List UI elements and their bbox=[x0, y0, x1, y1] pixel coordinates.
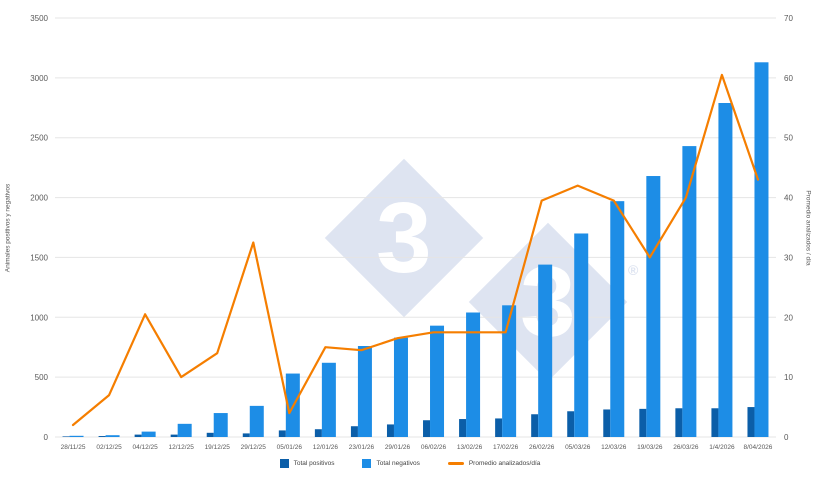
left-axis-tick-label: 500 bbox=[35, 373, 49, 382]
x-axis-tick-label: 12/01/26 bbox=[313, 444, 339, 451]
bar-total-negativos bbox=[177, 423, 192, 437]
legend-label-positivos: Total positivos bbox=[293, 460, 335, 467]
left-axis-tick-label: 0 bbox=[44, 433, 49, 442]
bar-total-positivos bbox=[639, 408, 647, 437]
bar-total-negativos bbox=[538, 264, 553, 437]
bar-total-negativos bbox=[141, 431, 156, 437]
x-axis-tick-label: 26/03/26 bbox=[673, 444, 699, 451]
bar-total-positivos bbox=[98, 436, 106, 437]
bar-total-negativos bbox=[502, 305, 517, 437]
bar-total-negativos bbox=[249, 405, 264, 437]
bar-total-positivos bbox=[459, 419, 467, 437]
bar-total-positivos bbox=[567, 411, 575, 437]
x-axis-tick-label: 12/03/26 bbox=[601, 444, 627, 451]
line-promedio-analizados bbox=[71, 73, 760, 427]
bar-total-negativos bbox=[393, 337, 408, 437]
bar-total-positivos bbox=[603, 409, 611, 437]
bar-total-positivos bbox=[495, 418, 503, 437]
registered-trademark-icon: ® bbox=[628, 262, 639, 278]
bar-total-negativos bbox=[213, 413, 228, 437]
x-axis-tick-label: 23/01/26 bbox=[349, 444, 375, 451]
bar-total-positivos bbox=[206, 432, 214, 437]
bar-total-positivos bbox=[747, 407, 755, 437]
right-axis-tick-label: 20 bbox=[784, 313, 793, 322]
x-axis-tick-label: 19/12/25 bbox=[205, 444, 231, 451]
bar-total-negativos bbox=[610, 201, 625, 437]
x-axis-tick-label: 02/12/25 bbox=[96, 444, 122, 451]
x-axis-tick-label: 8/04/2026 bbox=[744, 444, 773, 451]
legend-item-total-positivos[interactable]: Total positivos bbox=[279, 459, 335, 468]
positivos-swatch bbox=[279, 459, 289, 468]
bar-total-positivos bbox=[386, 424, 394, 437]
legend-label-negativos: Total negativos bbox=[376, 460, 420, 467]
x-axis-tick-label: 05/01/26 bbox=[277, 444, 303, 451]
bar-total-negativos bbox=[105, 435, 120, 437]
bar-total-negativos bbox=[754, 62, 769, 438]
legend-item-promedio[interactable]: Promedio analizados/día bbox=[447, 460, 541, 467]
x-axis-tick-label: 12/12/25 bbox=[169, 444, 195, 451]
bar-total-positivos bbox=[531, 414, 539, 437]
left-axis-tick-label: 2500 bbox=[30, 134, 48, 143]
x-axis-tick-label: 29/01/26 bbox=[385, 444, 411, 451]
bar-total-positivos bbox=[170, 434, 178, 437]
x-axis-tick-label: 17/02/26 bbox=[493, 444, 519, 451]
left-axis-tick-label: 2000 bbox=[30, 194, 48, 203]
x-axis-tick-label: 04/12/25 bbox=[132, 444, 158, 451]
x-axis-tick-label: 29/12/25 bbox=[241, 444, 267, 451]
bar-total-negativos bbox=[466, 312, 481, 437]
left-axis-tick-label: 3000 bbox=[30, 74, 48, 83]
legend-label-promedio: Promedio analizados/día bbox=[468, 460, 541, 467]
bar-total-positivos bbox=[278, 430, 286, 437]
bar-total-positivos bbox=[711, 408, 719, 437]
bar-total-negativos bbox=[718, 102, 733, 438]
x-axis-tick-label: 13/02/26 bbox=[457, 444, 483, 451]
right-axis-title: Promedio analizados / día bbox=[804, 190, 812, 266]
right-axis-tick-label: 70 bbox=[784, 14, 793, 23]
bar-total-positivos bbox=[423, 420, 431, 437]
bar-total-negativos bbox=[430, 325, 445, 437]
right-axis-tick-label: 60 bbox=[784, 74, 793, 83]
bar-total-negativos bbox=[682, 146, 697, 437]
bar-total-negativos bbox=[321, 362, 336, 437]
promedio-line-swatch bbox=[447, 462, 464, 465]
x-axis-tick-label: 1/4/2026 bbox=[709, 444, 735, 451]
right-axis-tick-label: 10 bbox=[784, 373, 793, 382]
bar-total-negativos bbox=[646, 176, 661, 437]
x-axis-tick-label: 06/02/26 bbox=[421, 444, 447, 451]
bar-total-negativos bbox=[69, 435, 84, 437]
left-axis-tick-label: 1500 bbox=[30, 253, 48, 262]
bar-total-positivos bbox=[675, 408, 683, 437]
x-axis-tick-label: 28/11/25 bbox=[61, 444, 86, 451]
right-axis-tick-label: 40 bbox=[784, 194, 793, 203]
bar-total-positivos bbox=[134, 434, 142, 437]
right-axis-tick-label: 0 bbox=[784, 433, 789, 442]
legend-item-total-negativos[interactable]: Total negativos bbox=[362, 459, 420, 468]
left-axis-title: Animales positivos y negativos bbox=[4, 183, 12, 273]
left-axis-tick-label: 1000 bbox=[30, 313, 48, 322]
bar-total-positivos bbox=[314, 429, 322, 437]
x-axis-tick-label: 19/03/26 bbox=[637, 444, 663, 451]
right-axis-tick-label: 50 bbox=[784, 134, 793, 143]
bar-total-negativos bbox=[357, 346, 372, 437]
bar-total-negativos bbox=[574, 233, 589, 437]
left-axis-tick-label: 3500 bbox=[30, 14, 48, 23]
legend: Total positivos Total negativos Promedio… bbox=[0, 459, 820, 468]
negativos-swatch bbox=[362, 459, 372, 468]
bar-total-positivos bbox=[350, 426, 358, 437]
bar-total-positivos bbox=[62, 436, 70, 437]
x-axis-tick-label: 26/02/26 bbox=[529, 444, 555, 451]
x-axis-tick-label: 05/03/26 bbox=[565, 444, 591, 451]
right-axis-tick-label: 30 bbox=[784, 253, 793, 262]
bar-total-positivos bbox=[242, 433, 250, 437]
